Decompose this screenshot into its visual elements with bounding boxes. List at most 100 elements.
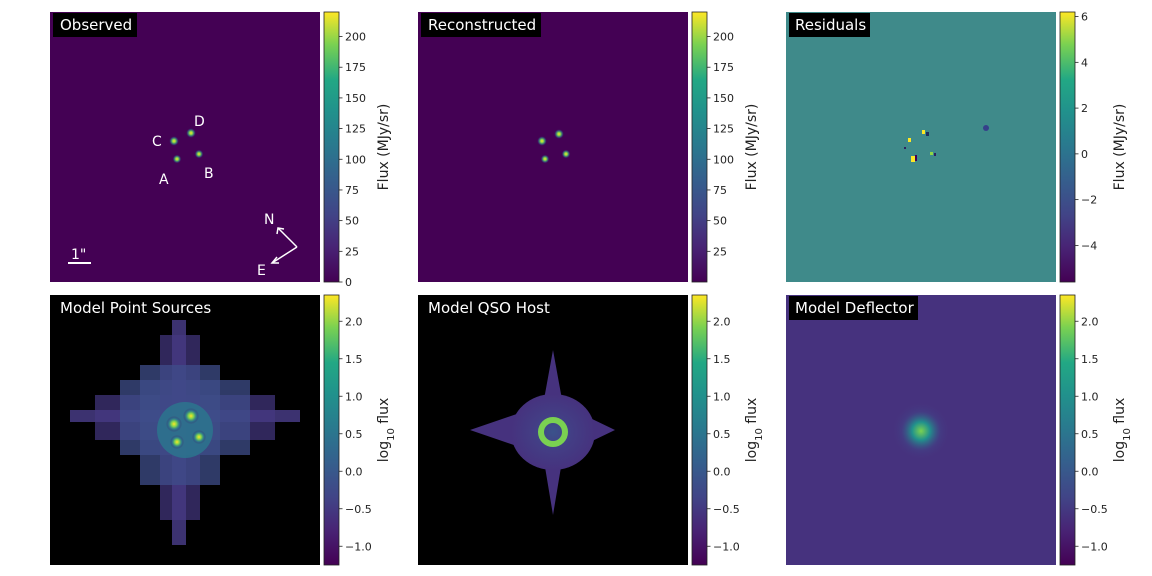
residual-pixel — [904, 147, 906, 149]
recon-source-d — [554, 129, 564, 139]
compass-north-arrowhead — [276, 227, 285, 235]
model-qso-host-colorbar-tick-label: −0.5 — [713, 503, 740, 516]
model-point-sources-colorbar-tick-label: 0.5 — [345, 428, 363, 441]
reconstructed-colorbar-tick-label: 50 — [713, 215, 727, 228]
reconstructed-colorbar-label: Flux (MJy/sr) — [744, 104, 760, 191]
reconstructed-colorbar — [691, 11, 708, 283]
reconstructed-title: Reconstructed — [428, 16, 536, 34]
observed-point-sources — [169, 128, 204, 164]
compass-east-arrow — [271, 246, 298, 264]
model-qso-host-title-box — [421, 296, 554, 320]
residuals-image — [786, 12, 1056, 282]
model-deflector-colorbar — [1059, 294, 1076, 566]
model-point-sources-colorbar — [323, 294, 340, 566]
reconstructed-colorbar-tick-label: 100 — [713, 153, 734, 166]
model-point-sources-colorbar-label: log10 flux — [376, 398, 397, 463]
residuals-colorbar-tick-label: 6 — [1081, 11, 1088, 24]
observed-colorbar-tick-label: 200 — [345, 31, 366, 44]
recon-source-c — [537, 136, 547, 146]
observed-colorbar-label: Flux (MJy/sr) — [376, 104, 392, 191]
model-deflector-title: Model Deflector — [795, 299, 915, 317]
reconstructed-title-box — [421, 13, 541, 37]
image-d-source — [186, 128, 196, 138]
model-point-sources-title: Model Point Sources — [60, 299, 211, 317]
reconstructed-colorbar-tick-label: 75 — [713, 184, 727, 197]
model-deflector-colorbar-tick-label: 1.0 — [1081, 390, 1099, 403]
observed-colorbar-tick-label: 50 — [345, 215, 359, 228]
image-label-c: C — [152, 134, 162, 150]
compass-east-arrowhead — [270, 256, 279, 264]
model-qso-host-colorbar-tick-label: 2.0 — [713, 315, 731, 328]
model-qso-host-colorbar-label: log10 flux — [744, 398, 765, 463]
panel-model-deflector: Model Deflector — [786, 295, 1056, 565]
compass-north-label: N — [264, 212, 274, 228]
model-qso-host-colorbar-tick-label: −1.0 — [713, 540, 740, 553]
image-b-source — [194, 149, 204, 159]
residuals-colorbar-tick-label: −4 — [1081, 239, 1097, 252]
model-qso-host-colorbar — [691, 294, 708, 566]
psf-source-b — [192, 430, 206, 444]
model-point-sources-title-box — [53, 296, 219, 320]
psf-source-d — [183, 408, 199, 424]
observed-colorbar — [323, 11, 340, 283]
model-deflector-colorbar-tick-label: 0.0 — [1081, 465, 1099, 478]
image-a-source — [172, 154, 182, 164]
residual-pixel — [908, 138, 911, 142]
compass-east-label: E — [257, 263, 266, 279]
model-point-sources-colorbar-tick-label: −1.0 — [345, 540, 372, 553]
image-c-source — [169, 136, 179, 146]
image-label-b: B — [204, 166, 214, 182]
residual-pixel — [915, 155, 917, 161]
model-deflector-colorbar-tick-label: −0.5 — [1081, 503, 1108, 516]
model-point-sources-colorbar-tick-label: 1.5 — [345, 353, 363, 366]
observed-colorbar-tick-label: 150 — [345, 92, 366, 105]
reconstructed-colorbar-tick-label: 150 — [713, 92, 734, 105]
model-qso-host-title: Model QSO Host — [428, 299, 550, 317]
observed-colorbar-tick-label: 125 — [345, 123, 366, 136]
observed-colorbar-tick-label: 75 — [345, 184, 359, 197]
residuals-title: Residuals — [795, 16, 866, 34]
psf-source-c — [166, 416, 182, 432]
model-point-sources-colorbar-tick-label: 0.0 — [345, 465, 363, 478]
deflector-galaxy — [891, 401, 951, 461]
reconstructed-colorbar-tick-label: 175 — [713, 61, 734, 74]
model-deflector-colorbar-tick-label: −1.0 — [1081, 540, 1108, 553]
residuals-colorbar — [1059, 11, 1076, 283]
panel-residuals: Residuals — [786, 12, 1056, 282]
compass-north-arrow — [277, 227, 298, 248]
qso-host-core — [511, 394, 595, 470]
panel-observed: C D A B N E 1" Observed — [50, 12, 320, 282]
residual-pixel — [911, 156, 915, 162]
observed-colorbar-tick-label: 175 — [345, 61, 366, 74]
psf-source-a — [170, 435, 184, 449]
recon-source-b — [561, 149, 571, 159]
panel-model-qso-host: Model QSO Host — [418, 295, 688, 565]
model-deflector-colorbar-tick-label: 0.5 — [1081, 428, 1099, 441]
observed-image — [50, 12, 320, 282]
image-label-a: A — [159, 172, 169, 188]
model-deflector-colorbar-label: log10 flux — [1112, 398, 1133, 463]
reconstructed-colorbar-tick-label: 200 — [713, 31, 734, 44]
observed-colorbar-tick-label: 25 — [345, 245, 359, 258]
scale-bar-label: 1" — [71, 247, 86, 263]
observed-title-box — [53, 13, 137, 37]
colorbars: 0 25 50 75 100 125 150 175 200 Flux (MJy/sr) 25 50 7… — [323, 11, 1133, 566]
observed-colorbar-tick-label: 100 — [345, 153, 366, 166]
residuals-colorbar-tick-label: 4 — [1081, 56, 1088, 69]
residual-pixel — [934, 153, 936, 156]
residual-pixel — [926, 132, 929, 136]
qso-host-ring — [538, 417, 568, 447]
residual-blob — [983, 125, 989, 131]
reconstructed-colorbar-tick-label: 25 — [713, 245, 727, 258]
model-qso-host-colorbar-tick-label: 1.0 — [713, 390, 731, 403]
model-deflector-colorbar-tick-label: 1.5 — [1081, 353, 1099, 366]
reconstructed-image — [418, 12, 688, 282]
model-qso-host-colorbar-tick-label: 1.5 — [713, 353, 731, 366]
residuals-colorbar-label: Flux (MJy/sr) — [1112, 104, 1128, 191]
image-label-d: D — [194, 114, 205, 130]
reconstructed-colorbar-tick-label: 125 — [713, 123, 734, 136]
model-deflector-title-box — [789, 296, 918, 320]
compass: N E — [257, 212, 298, 279]
model-deflector-colorbar-tick-label: 2.0 — [1081, 315, 1099, 328]
